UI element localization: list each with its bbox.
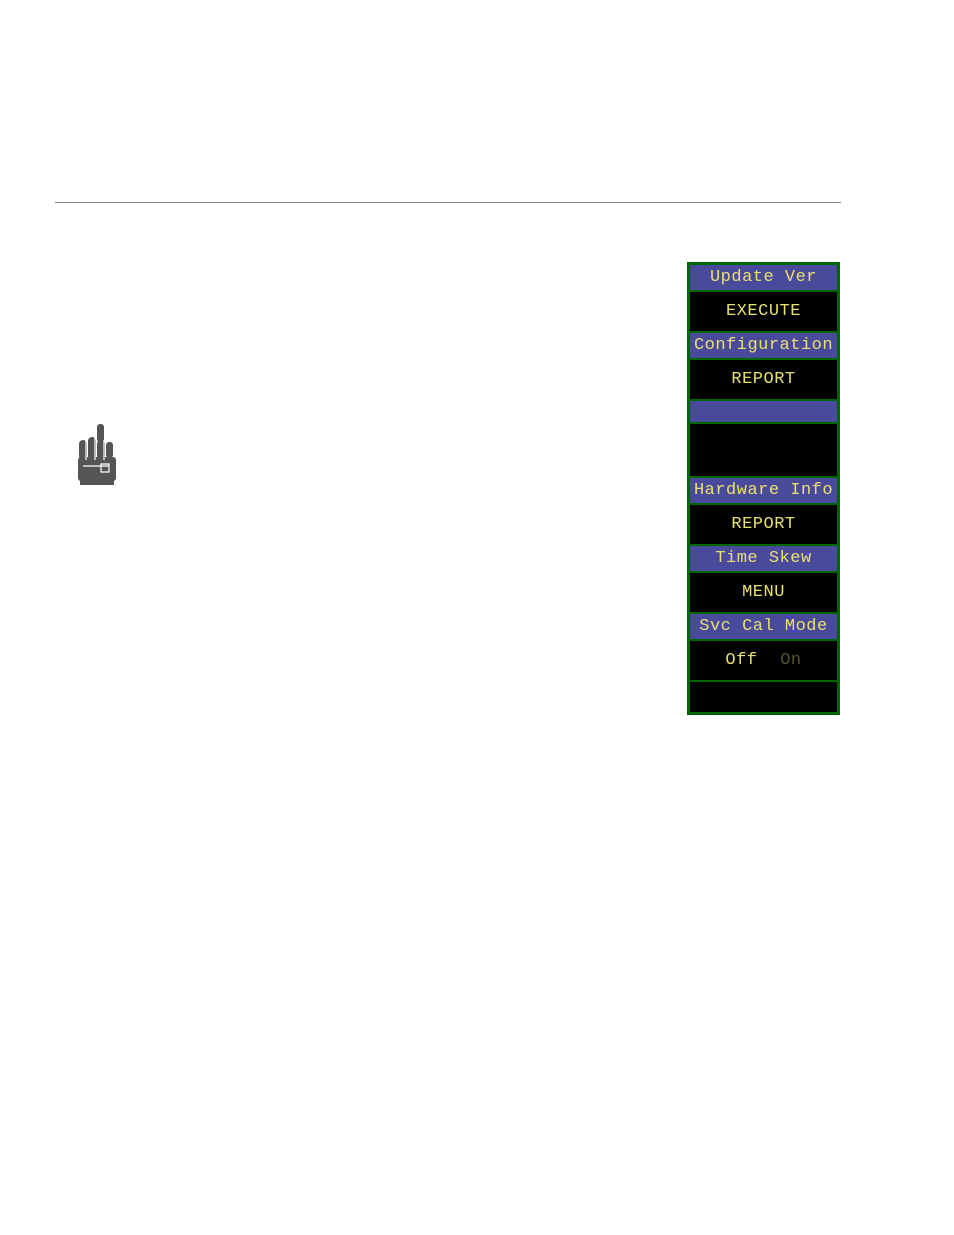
pointing-hand-icon	[75, 422, 119, 487]
toggle-on-label: On	[780, 651, 801, 670]
menu-panel: Update Ver EXECUTE Configuration REPORT …	[687, 262, 840, 715]
toggle-off-label: Off	[725, 651, 757, 670]
configuration-header: Configuration	[689, 332, 838, 359]
empty-body	[689, 423, 838, 477]
hardware-info-header: Hardware Info	[689, 477, 838, 504]
hardware-report-button[interactable]: REPORT	[689, 504, 838, 545]
update-ver-header: Update Ver	[689, 264, 838, 291]
svc-cal-mode-toggle[interactable]: Off On	[689, 640, 838, 681]
configuration-report-button[interactable]: REPORT	[689, 359, 838, 400]
time-skew-header: Time Skew	[689, 545, 838, 572]
execute-button[interactable]: EXECUTE	[689, 291, 838, 332]
bottom-empty	[689, 681, 838, 713]
time-skew-menu-button[interactable]: MENU	[689, 572, 838, 613]
empty-header	[689, 400, 838, 423]
horizontal-divider	[55, 202, 841, 203]
svc-cal-mode-header: Svc Cal Mode	[689, 613, 838, 640]
